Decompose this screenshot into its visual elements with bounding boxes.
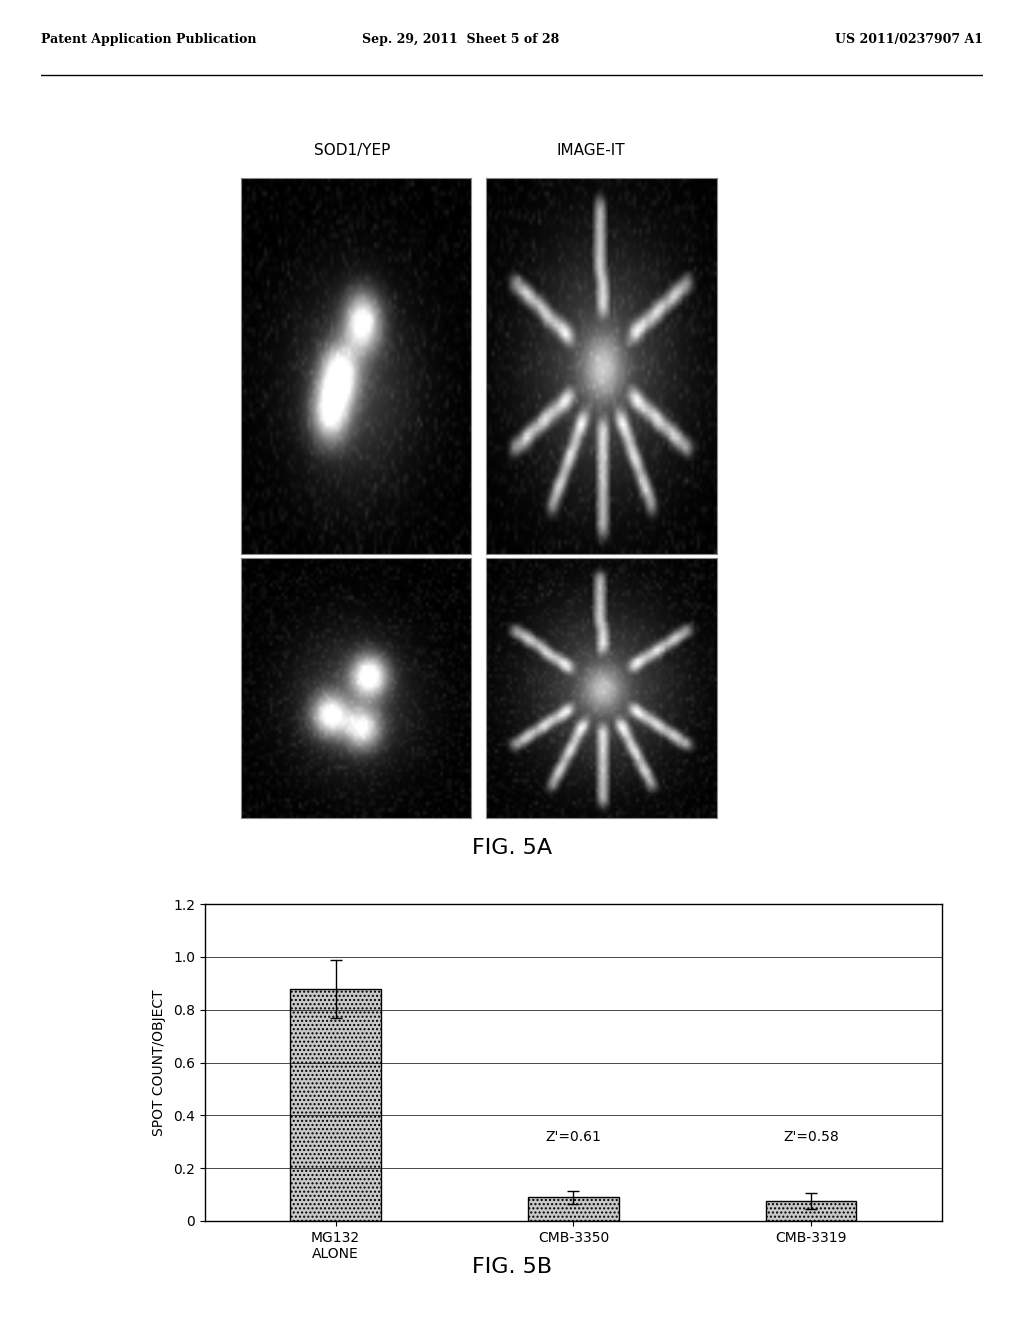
- Bar: [528, 1197, 618, 1221]
- Text: US 2011/0237907 A1: US 2011/0237907 A1: [835, 33, 983, 46]
- Text: Patent Application Publication: Patent Application Publication: [41, 33, 256, 46]
- Text: SOD1/YEP: SOD1/YEP: [314, 143, 391, 158]
- Bar: [291, 989, 381, 1221]
- Y-axis label: SPOT COUNT/OBJECT: SPOT COUNT/OBJECT: [153, 989, 166, 1137]
- Text: IMAGE-IT: IMAGE-IT: [556, 143, 625, 158]
- Text: FIG. 5A: FIG. 5A: [472, 838, 552, 858]
- Text: Z'=0.58: Z'=0.58: [783, 1130, 839, 1143]
- Bar: [766, 1201, 856, 1221]
- Text: FIG. 5B: FIG. 5B: [472, 1257, 552, 1278]
- Text: Sep. 29, 2011  Sheet 5 of 28: Sep. 29, 2011 Sheet 5 of 28: [362, 33, 559, 46]
- Text: Z'=0.61: Z'=0.61: [546, 1130, 601, 1143]
